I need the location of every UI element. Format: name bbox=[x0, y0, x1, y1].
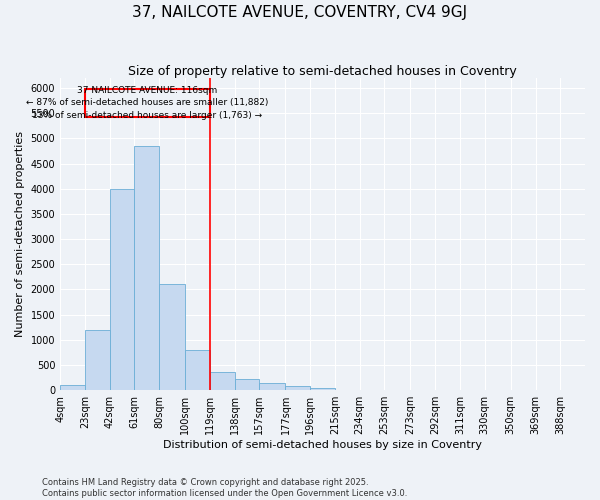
Text: 37, NAILCOTE AVENUE, COVENTRY, CV4 9GJ: 37, NAILCOTE AVENUE, COVENTRY, CV4 9GJ bbox=[133, 5, 467, 20]
Bar bbox=[185, 350, 210, 390]
Bar bbox=[310, 388, 335, 390]
Bar bbox=[134, 146, 159, 390]
Bar bbox=[85, 330, 110, 390]
Bar bbox=[286, 386, 310, 390]
X-axis label: Distribution of semi-detached houses by size in Coventry: Distribution of semi-detached houses by … bbox=[163, 440, 482, 450]
Bar bbox=[159, 284, 185, 390]
FancyBboxPatch shape bbox=[85, 88, 210, 117]
Text: Contains HM Land Registry data © Crown copyright and database right 2025.
Contai: Contains HM Land Registry data © Crown c… bbox=[42, 478, 407, 498]
Y-axis label: Number of semi-detached properties: Number of semi-detached properties bbox=[15, 131, 25, 337]
Title: Size of property relative to semi-detached houses in Coventry: Size of property relative to semi-detach… bbox=[128, 65, 517, 78]
Bar bbox=[60, 385, 85, 390]
Bar bbox=[210, 372, 235, 390]
Bar bbox=[235, 378, 259, 390]
Bar bbox=[259, 383, 286, 390]
Bar bbox=[110, 189, 134, 390]
Text: 37 NAILCOTE AVENUE: 116sqm
← 87% of semi-detached houses are smaller (11,882)
13: 37 NAILCOTE AVENUE: 116sqm ← 87% of semi… bbox=[26, 86, 269, 119]
